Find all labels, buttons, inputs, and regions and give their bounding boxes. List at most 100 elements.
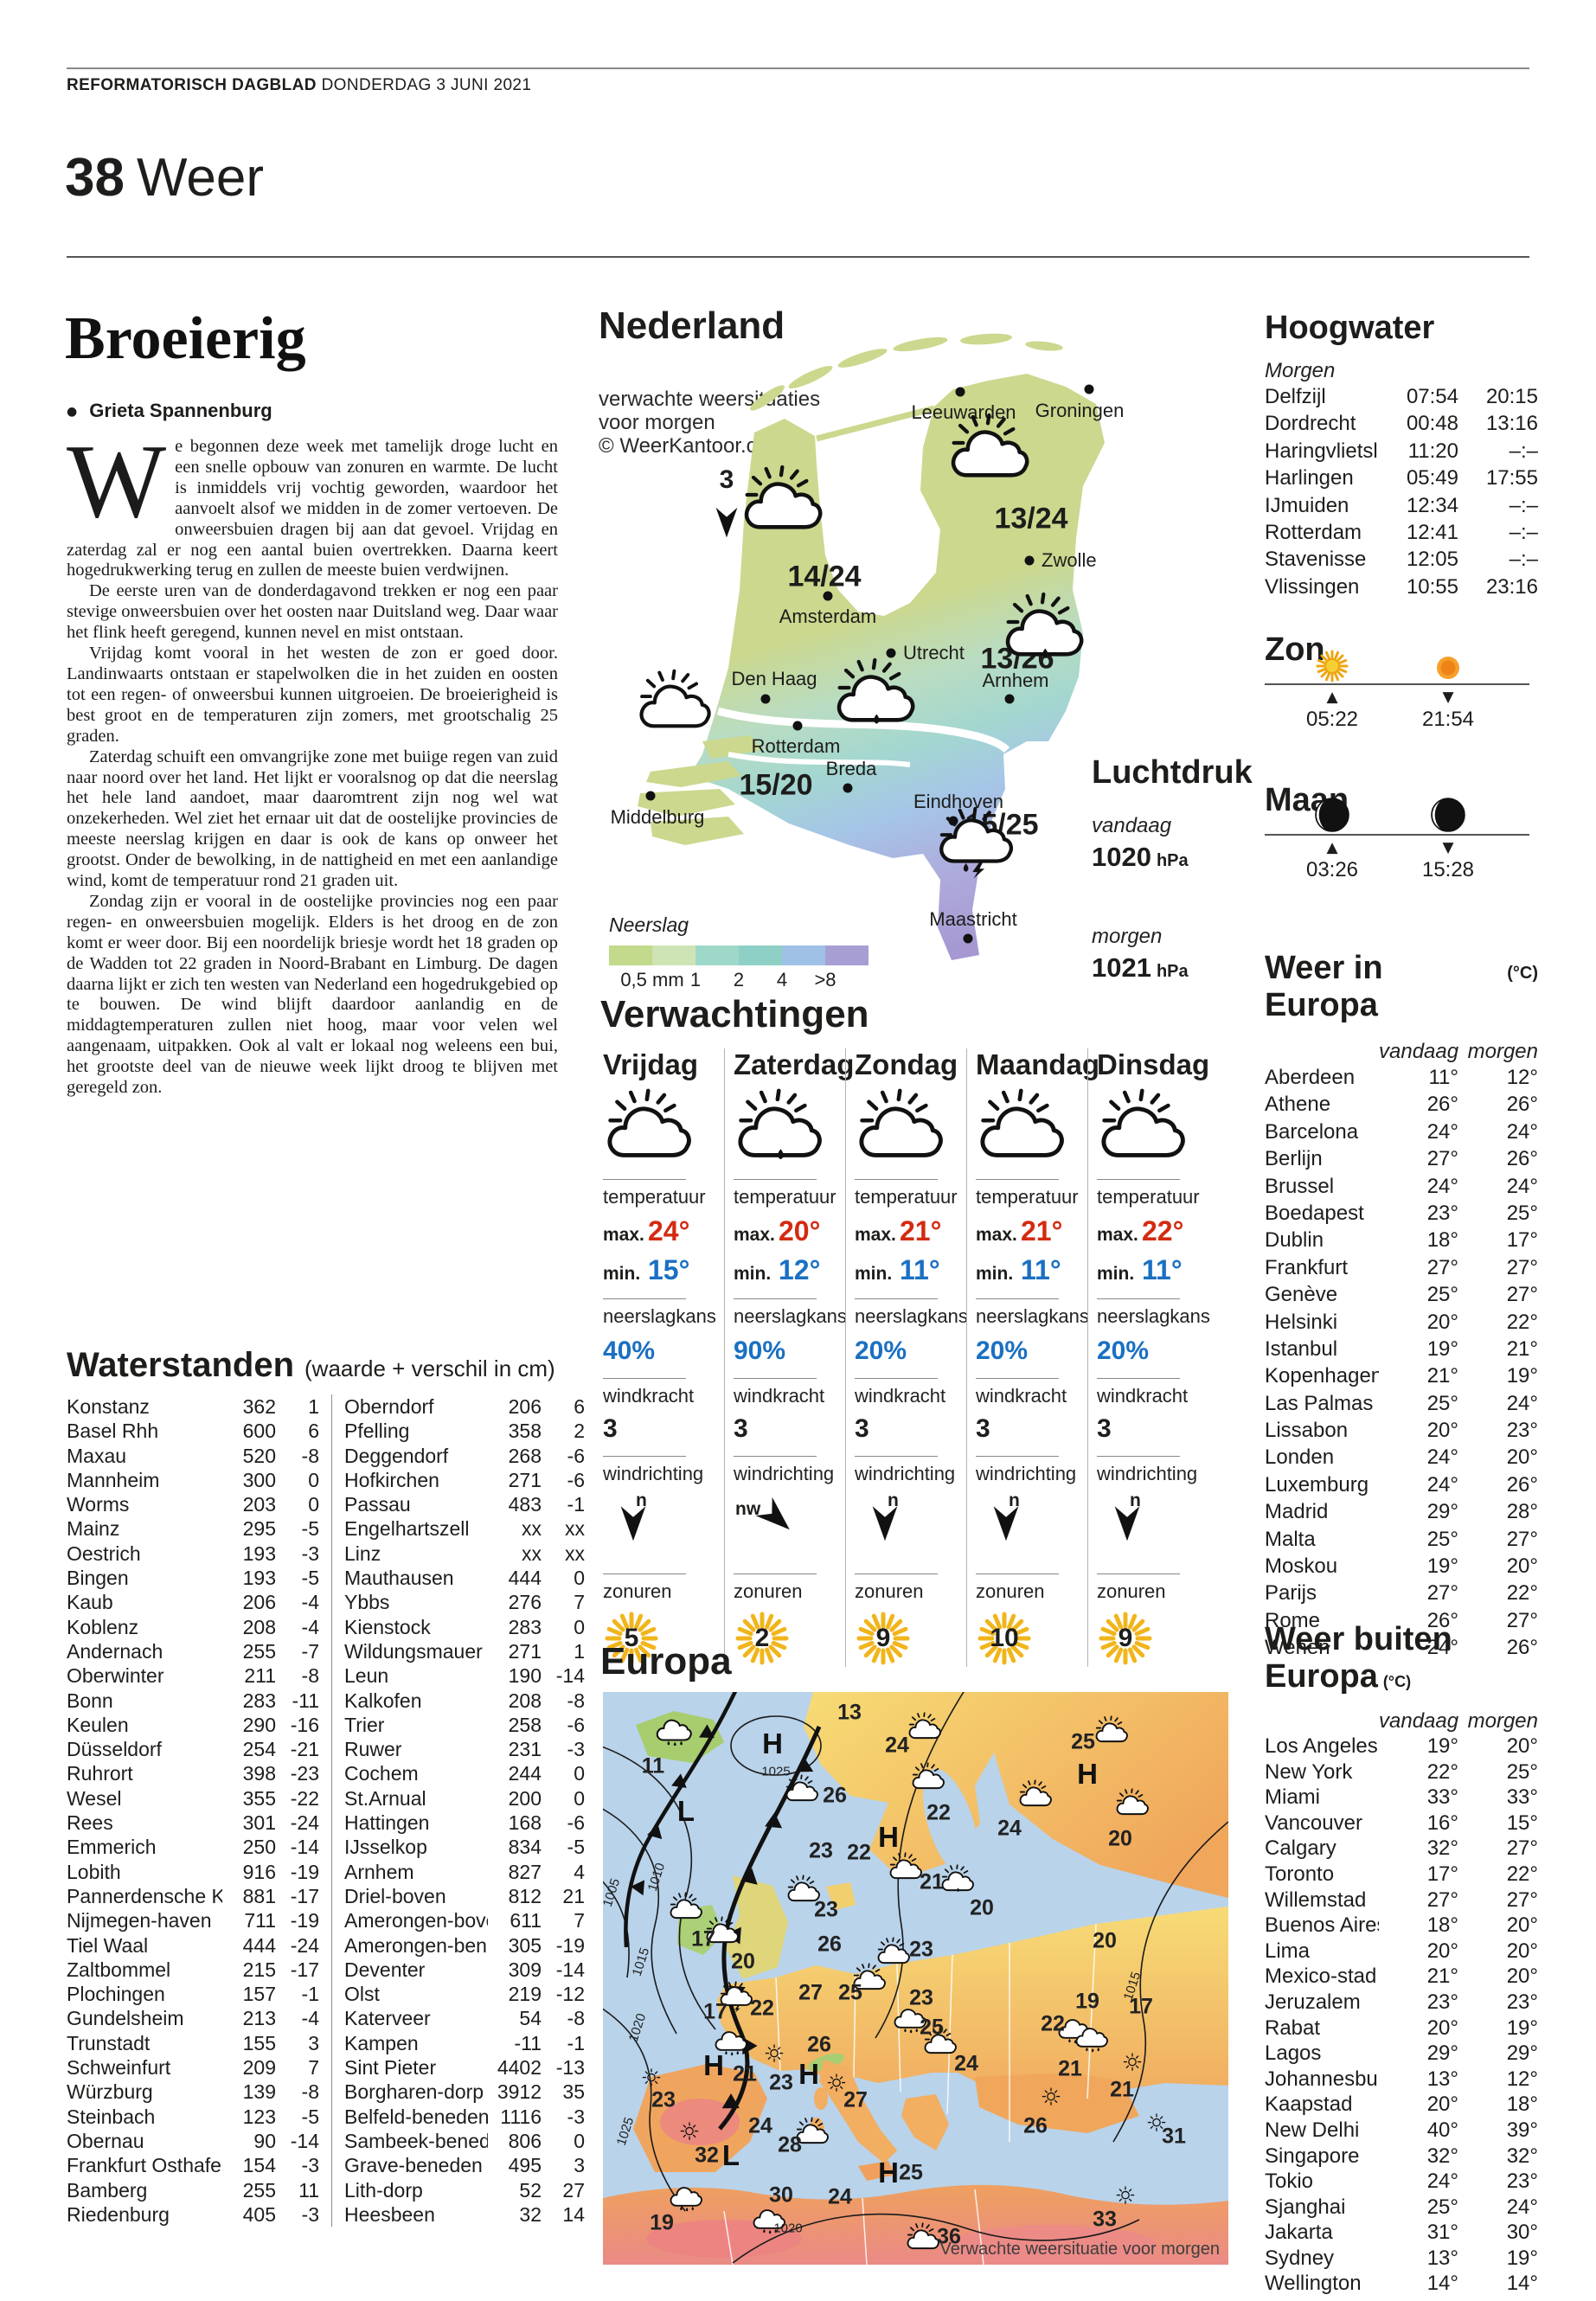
table-row: Obernau 90 -14 [67, 2129, 319, 2153]
day-name: Zondag [855, 1048, 958, 1080]
table-cell: Mainz [67, 1517, 120, 1541]
map-temperature: 20 [1093, 1928, 1117, 1953]
city-dot [948, 816, 958, 826]
table-cell: Kienstock [344, 1615, 431, 1638]
table-cell: 362 [242, 1395, 276, 1418]
precipitation-section: neerslagkans 20% [976, 1298, 1089, 1366]
table-cell: Amerongen-beneden [344, 1933, 488, 1957]
wind-direction-value: nw [735, 1499, 761, 1519]
table-cell: 139 [242, 2080, 276, 2104]
table-cell: -3 [567, 2105, 585, 2128]
table-cell: -19 [290, 1860, 319, 1883]
table-cell: 271 [508, 1639, 542, 1663]
min-temp: 12° [779, 1254, 821, 1285]
map-temperature: 24 [997, 1816, 1022, 1841]
table-cell: 834 [508, 1836, 542, 1859]
europa-title: Europa [600, 1640, 732, 1682]
table-row: Vlissingen 10:55 23:16 [1265, 574, 1538, 600]
table-cell: Luxemburg [1265, 1472, 1369, 1497]
precipitation-section: neerslagkans 20% [855, 1298, 968, 1366]
weather-icon [933, 806, 1019, 879]
column-headers: vandaag morgen [1265, 1709, 1538, 1734]
sunhours-label: zonuren [1097, 1580, 1166, 1602]
table-cell: New Delhi [1265, 2118, 1360, 2142]
waterstanden-subtitle: (waarde + verschil in cm) [304, 1356, 555, 1381]
table-cell: 213 [242, 2007, 276, 2030]
table-row: Miami 33° 33° [1265, 1785, 1538, 1811]
table-cell: 24° [1426, 1119, 1458, 1144]
table-cell: -13 [555, 2056, 585, 2080]
weather-icon [888, 1852, 923, 1881]
table-cell: -14 [290, 2129, 319, 2152]
table-row: Jakarta 31° 30° [1265, 2220, 1538, 2246]
panel-heading: Weer buiten Europa [1265, 1621, 1452, 1695]
table-row: Lima 20° 20° [1265, 1939, 1538, 1965]
luchtdruk-title: Luchtdruk [1092, 754, 1253, 791]
nederland-map: 3 Leeuwarden Groningen Zwolle Amsterdam Utre… [599, 304, 1228, 997]
wind-direction-value: n [1130, 1490, 1141, 1510]
table-cell: 206 [242, 1591, 276, 1614]
table-row: Wildungsmauer 271 1 [344, 1639, 585, 1663]
table-cell: 4 [574, 1860, 585, 1883]
table-row: Bingen 193 -5 [67, 1566, 319, 1590]
legend-swatch [695, 945, 739, 965]
table-row: Oestrich 193 -3 [67, 1541, 319, 1566]
table-cell: 33° [1506, 1785, 1538, 1810]
table-cell: -8 [567, 1689, 585, 1712]
sun-panel: Zon ▲ ▼ 05:22 21:54 [1265, 631, 1538, 744]
moonset-time: 15:28 [1421, 858, 1475, 881]
europa-map-overlay: 13 24 25 H 11 H 1025 26 22 H 24 23 22 20 21 L 1005 1010 10… [603, 1692, 1228, 2265]
table-row: Hofkirchen 271 -6 [344, 1468, 585, 1492]
table-cell: Oberwinter [67, 1664, 164, 1688]
day-weather-icon [976, 1088, 1082, 1167]
table-cell: 23° [1506, 1990, 1538, 2014]
hoogwater-table: Delfzijl 07:54 20:15 Dordrecht 00:48 13:16 Har… [1265, 383, 1538, 600]
table-cell: -23 [290, 1762, 319, 1785]
table-cell: 3912 [497, 2080, 542, 2104]
map-temperature: 20 [970, 1895, 994, 1920]
table-cell: Belfeld-beneden [344, 2105, 488, 2128]
table-cell: Ruwer [344, 1738, 402, 1761]
sunhours-label: zonuren [734, 1580, 803, 1602]
table-row: Amerongen-boven 611 7 [344, 1908, 585, 1932]
weather-icon [834, 657, 917, 727]
table-cell: -24 [290, 1811, 319, 1835]
table-cell: Wesel [67, 1786, 122, 1810]
table-cell: Bonn [67, 1689, 113, 1712]
city-label: Maastricht [929, 908, 1017, 930]
city-label: Utrecht [903, 642, 965, 663]
max-label: max. [734, 1225, 775, 1245]
author-name: Grieta Spannenburg [89, 400, 272, 421]
table-cell: 32° [1426, 1836, 1458, 1861]
city-dot [1024, 555, 1035, 566]
max-temp: 24° [648, 1215, 690, 1247]
table-cell: 20° [1426, 1939, 1458, 1963]
table-cell: 0 [574, 1786, 585, 1810]
table-row: Dordrecht 00:48 13:16 [1265, 410, 1538, 437]
pressure-label: H [878, 1821, 899, 1853]
luchtdruk-tomorrow-value: 1021 [1092, 952, 1151, 983]
max-label: max. [855, 1225, 896, 1245]
table-cell: xx [522, 1517, 542, 1541]
luchtdruk-tomorrow-label: morgen [1092, 925, 1163, 948]
table-cell: 25° [1426, 2195, 1458, 2219]
map-temperature: 22 [1041, 2011, 1065, 2036]
city-label: Leeuwarden [911, 401, 1016, 423]
table-row: St.Arnual 200 0 [344, 1786, 585, 1811]
article-paragraph: Vrijdag komt vooral in het westen de zon… [67, 644, 558, 746]
table-cell: 12° [1506, 1066, 1538, 1089]
winddirection-label: windrichting [734, 1463, 835, 1484]
sunhours-section: zonuren 10 [976, 1574, 1082, 1667]
table-cell: 19° [1506, 1364, 1538, 1388]
table-cell: Las Palmas [1265, 1391, 1374, 1415]
table-cell: 22° [1506, 1310, 1538, 1334]
table-cell: 0 [308, 1468, 319, 1491]
table-cell: -5 [301, 2105, 319, 2128]
isobar-label: 1005 [603, 1876, 624, 1909]
map-temperature: 15/20 [739, 768, 813, 802]
city-label: Amsterdam [779, 606, 877, 627]
table-cell: 12:41 [1406, 520, 1458, 544]
table-cell: Deggendorf [344, 1444, 449, 1467]
wind-direction: nw [734, 1489, 840, 1561]
table-row: Tiel Waal 444 -24 [67, 1933, 319, 1958]
